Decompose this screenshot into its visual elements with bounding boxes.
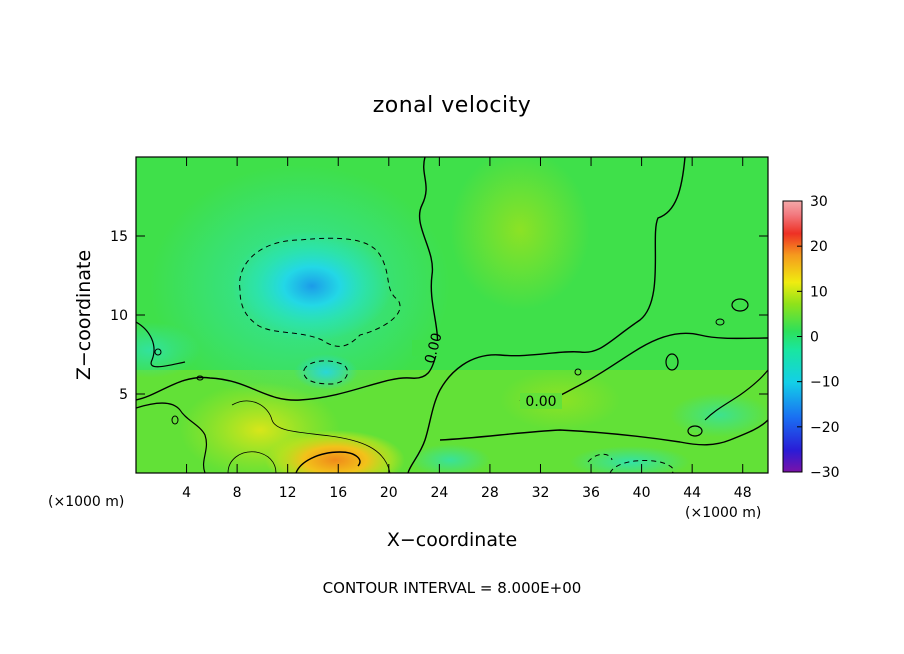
colorbar-tick-label: 20	[810, 239, 828, 255]
small-contour-6	[196, 375, 204, 381]
x-tick-label: 40	[633, 485, 651, 501]
colorbar-tick-label: 0	[810, 330, 819, 346]
x-unit-right: (×1000 m)	[685, 505, 761, 521]
negative-contour-lower	[303, 360, 348, 385]
contour-label-group: 0.00 0.00	[412, 331, 562, 410]
contour-label-2: 0.00	[525, 394, 556, 410]
y-tick-label: 15	[110, 229, 128, 245]
x-axis-ticks: 4 8 12 16 20 24 28 32 36 40 44 48	[182, 157, 752, 501]
x-unit-left: (×1000 m)	[48, 494, 124, 510]
x-tick-label: 48	[734, 485, 752, 501]
positive-contour-16	[295, 451, 361, 473]
small-contour-5	[715, 318, 725, 326]
x-tick-label: 28	[481, 485, 499, 501]
y-tick-label: 10	[110, 308, 128, 324]
contour-label-1: 0.00	[422, 331, 446, 365]
contour-interval-note: CONTOUR INTERVAL = 8.000E+00	[323, 579, 582, 597]
x-tick-label: 36	[582, 485, 600, 501]
colorbar-tick-label: −10	[810, 375, 840, 391]
negative-contour-outer	[239, 237, 401, 347]
positive-contour-8	[231, 400, 391, 473]
x-tick-label: 16	[329, 485, 347, 501]
left-bottom-contour	[136, 402, 208, 473]
field-bottom-cyan-2	[570, 446, 690, 473]
zero-contour-main	[136, 157, 439, 401]
small-contour-1	[687, 425, 703, 437]
contour-lines	[136, 157, 768, 473]
field-negative-core	[232, 231, 392, 341]
field-negative-lower	[294, 354, 358, 390]
small-contour-4	[574, 368, 582, 376]
x-tick-label: 32	[532, 485, 550, 501]
x-tick-label: 44	[683, 485, 701, 501]
zero-contour-lower-right	[519, 332, 768, 404]
colorbar-tick-label: −20	[810, 420, 840, 436]
negative-contour-bottom	[609, 459, 674, 473]
field-positive-jet	[265, 430, 405, 473]
small-contour-7	[154, 348, 162, 356]
positive-contour-8b	[227, 451, 277, 473]
x-tick-label: 8	[233, 485, 242, 501]
small-contour-2	[731, 298, 749, 312]
contour-label-bg-2	[520, 393, 562, 409]
field-left-cyan	[136, 322, 200, 378]
field-bottom-cyan-1	[410, 444, 490, 473]
negative-contour-bottom-2	[587, 453, 613, 463]
right-wiggle-contour	[704, 369, 768, 421]
zero-contour-bottom-band	[439, 419, 768, 446]
x-axis-label: X−coordinate	[387, 529, 517, 551]
contour-label-bg-1	[412, 340, 454, 356]
left-contour	[136, 321, 186, 368]
colorbar-tick-label: −30	[810, 465, 840, 481]
x-tick-label: 20	[380, 485, 398, 501]
chart-title: zonal velocity	[373, 93, 532, 118]
zero-contour-right	[407, 157, 686, 473]
colorbar-tick-label: 30	[810, 194, 828, 210]
field-right-cyan	[670, 393, 768, 437]
colorbar-tick-label: 10	[810, 284, 828, 300]
small-contour-3	[665, 353, 679, 371]
x-tick-label: 12	[279, 485, 297, 501]
colorbar-ticks: 30 20 10 0 −10 −20 −30	[797, 194, 840, 481]
small-contour-8	[171, 415, 179, 425]
x-tick-label: 24	[430, 485, 448, 501]
y-axis-ticks: 5 10 15	[110, 229, 768, 403]
x-tick-label: 4	[182, 485, 191, 501]
field-upper-right-lime	[450, 157, 590, 310]
y-axis-label: Z−coordinate	[73, 250, 95, 380]
y-tick-label: 5	[119, 387, 128, 403]
